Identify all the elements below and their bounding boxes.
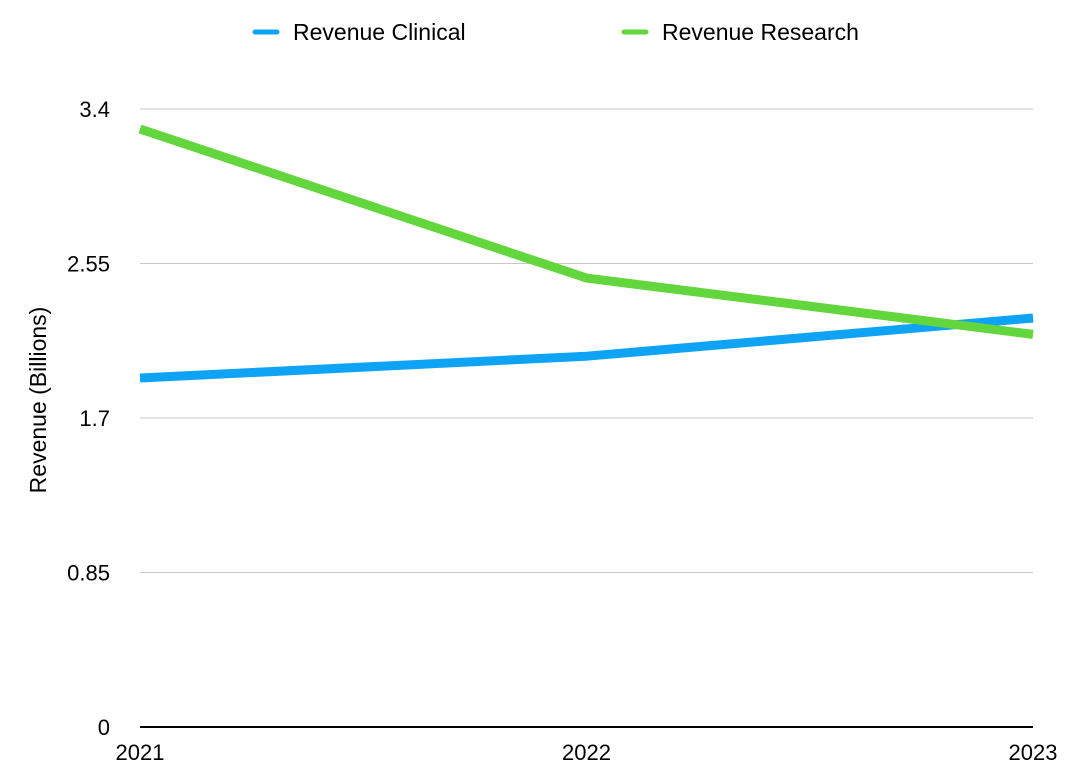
x-tick-label: 2021: [116, 740, 165, 765]
legend-label: Revenue Research: [662, 19, 859, 45]
x-tick-label: 2023: [1009, 740, 1058, 765]
series-lines: [138, 124, 1034, 383]
legend-label: Revenue Clinical: [293, 19, 466, 45]
y-axis-title: Revenue (Billions): [25, 307, 51, 494]
legend: Revenue Clinical Revenue Research: [252, 19, 859, 45]
series-line-revenue-research: [138, 124, 1034, 339]
y-tick-labels: 0 0.85 1.7 2.55 3.4: [67, 97, 110, 740]
y-tick-label: 1.7: [79, 406, 110, 431]
y-tick-label: 3.4: [79, 97, 110, 122]
y-tick-label: 0.85: [67, 561, 110, 586]
gridlines: [140, 108, 1033, 573]
series-line-revenue-clinical: [139, 313, 1034, 383]
x-tick-label: 2022: [562, 740, 611, 765]
y-tick-label: 0: [98, 715, 110, 740]
x-tick-labels: 2021 2022 2023: [116, 740, 1058, 765]
y-tick-label: 2.55: [67, 252, 110, 277]
